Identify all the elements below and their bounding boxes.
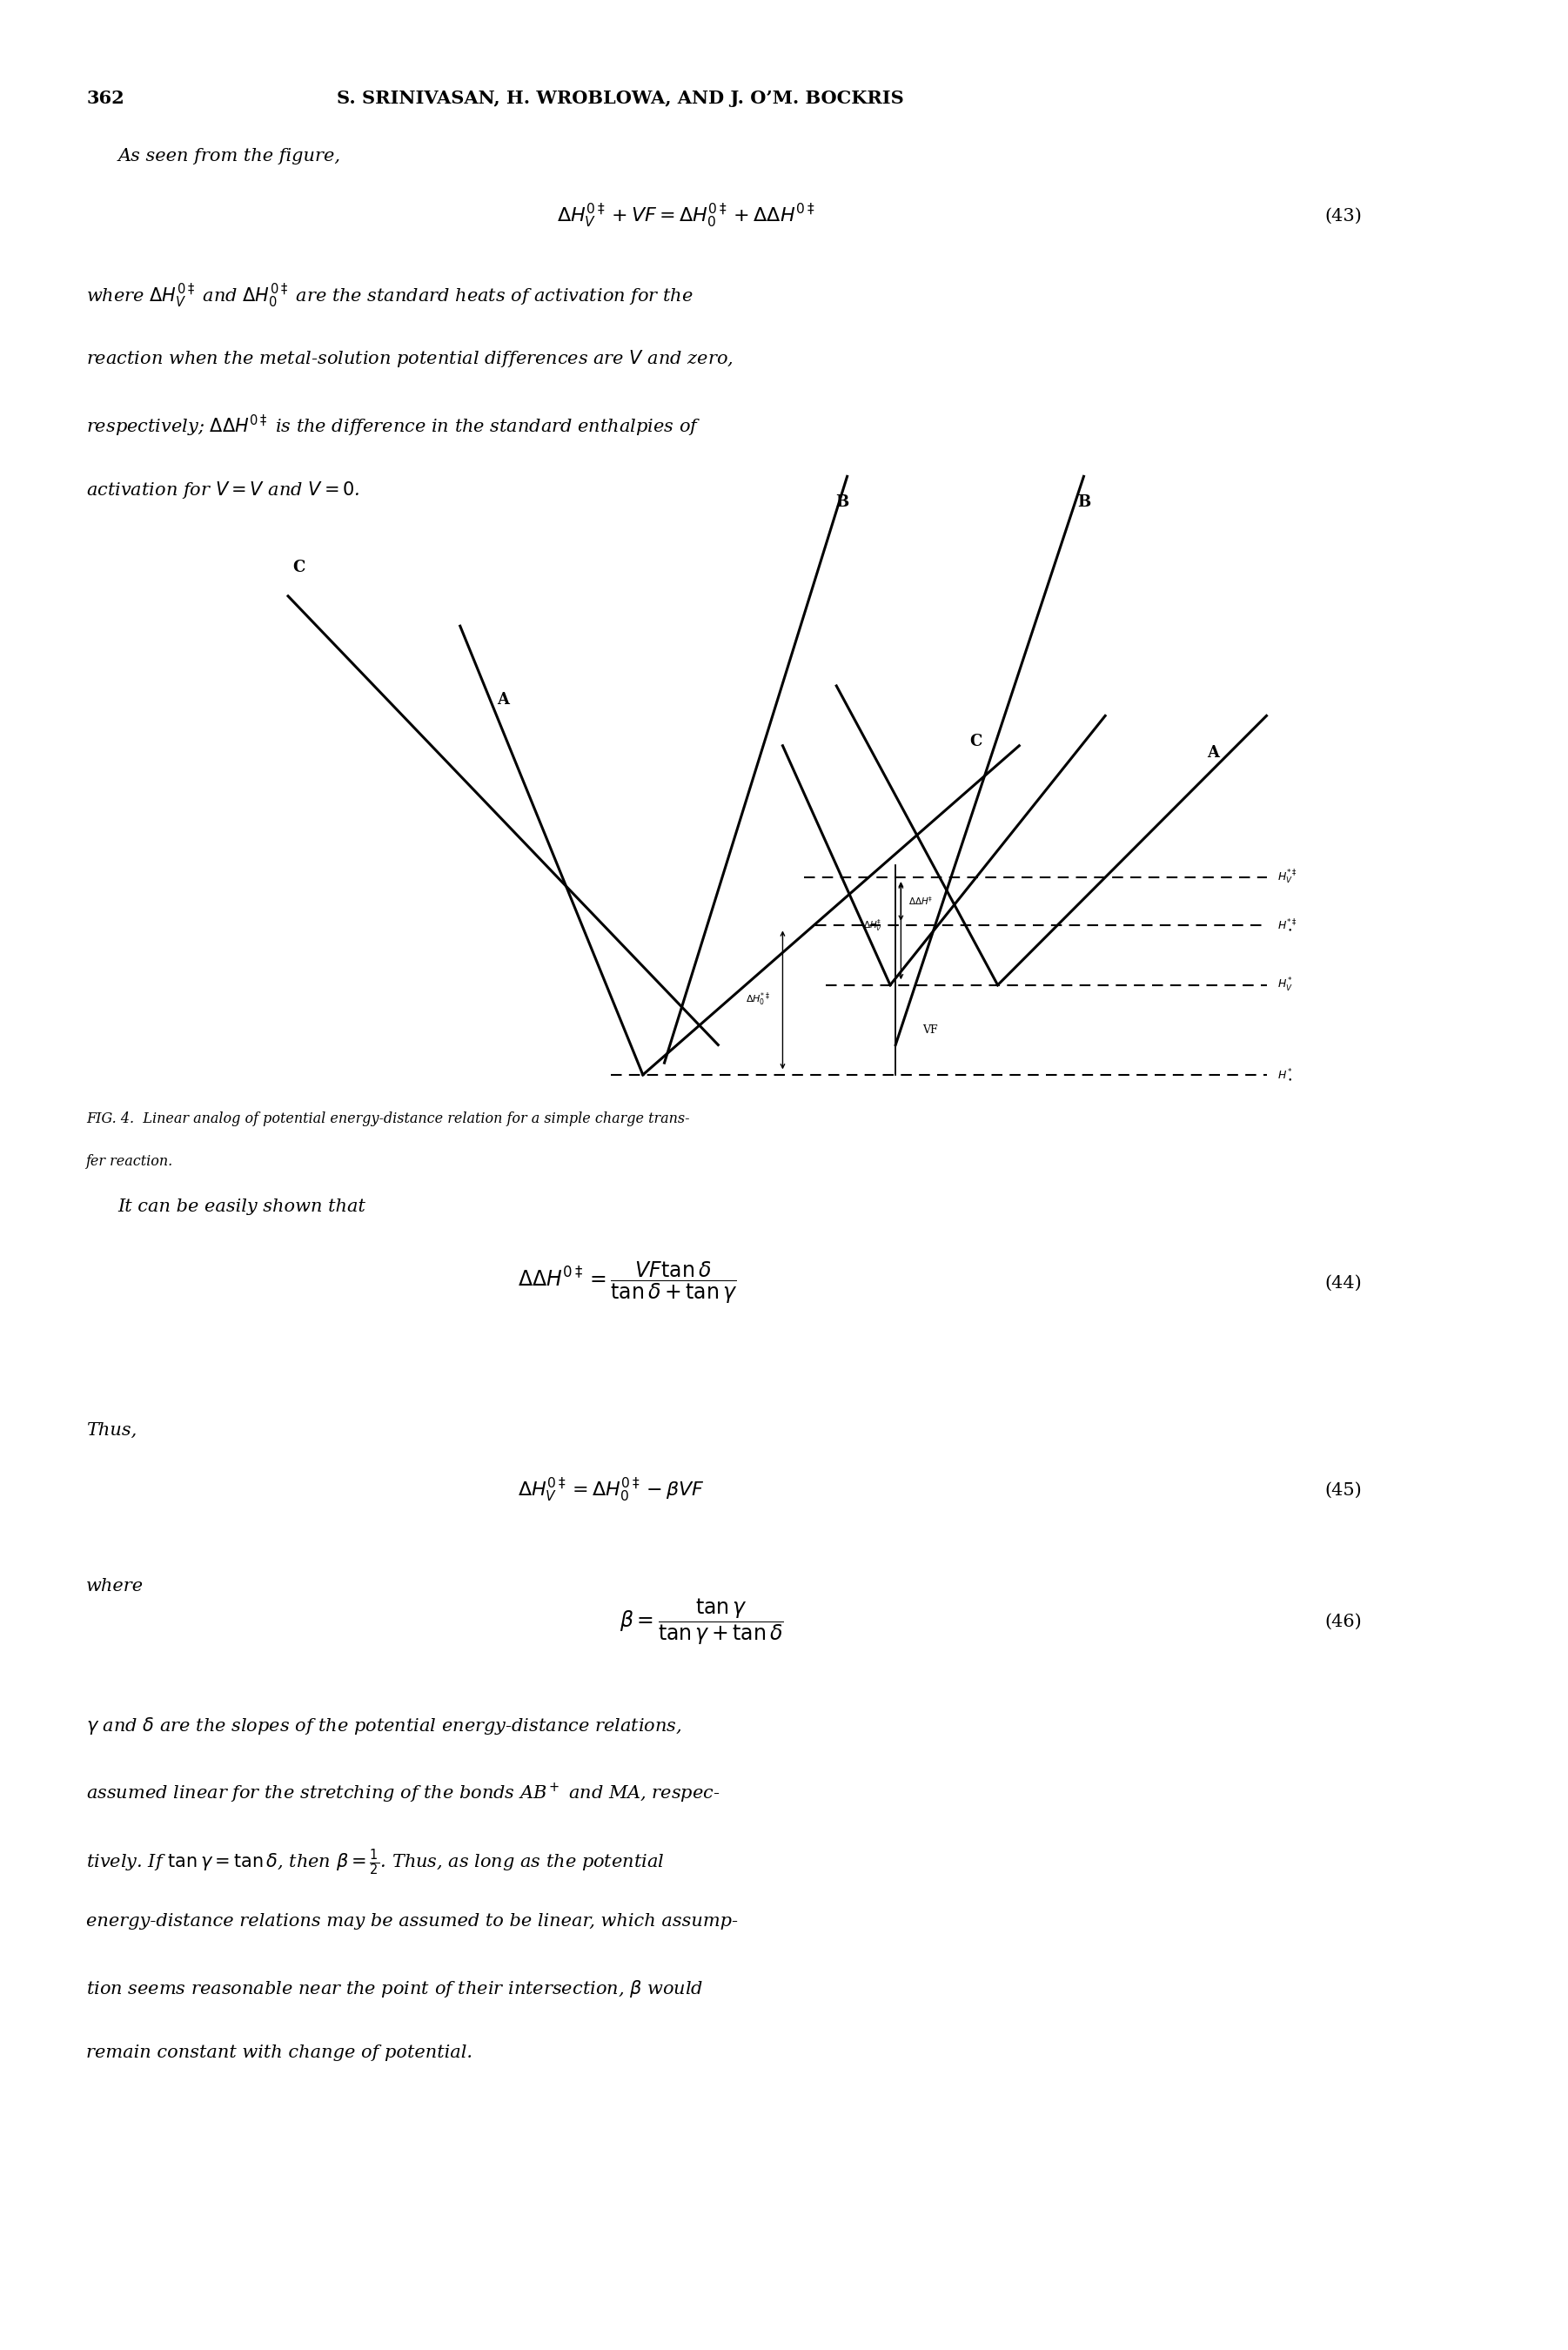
Text: $\Delta\Delta H^{\ddagger}$: $\Delta\Delta H^{\ddagger}$ <box>908 895 933 907</box>
Text: remain constant with change of potential.: remain constant with change of potential… <box>86 2044 472 2061</box>
Text: reaction when the metal-solution potential differences are $V$ and zero,: reaction when the metal-solution potenti… <box>86 348 734 369</box>
Text: $\Delta\Delta H^{0\ddagger} = \dfrac{VF\tan\delta}{\tan\delta + \tan\gamma}$: $\Delta\Delta H^{0\ddagger} = \dfrac{VF\… <box>517 1260 737 1307</box>
Text: $\beta = \dfrac{\tan\gamma}{\tan\gamma + \tan\delta}$: $\beta = \dfrac{\tan\gamma}{\tan\gamma +… <box>619 1596 784 1647</box>
Text: $H_\bullet^{*\ddagger}$: $H_\bullet^{*\ddagger}$ <box>1278 916 1297 933</box>
Text: (43): (43) <box>1325 207 1363 226</box>
Text: $\Delta H_V^{0\ddagger} + VF = \Delta H_0^{0\ddagger} + \Delta\Delta H^{0\ddagge: $\Delta H_V^{0\ddagger} + VF = \Delta H_… <box>557 202 815 230</box>
Text: A: A <box>497 691 510 707</box>
Text: S. SRINIVASAN, H. WROBLOWA, AND J. O’M. BOCKRIS: S. SRINIVASAN, H. WROBLOWA, AND J. O’M. … <box>337 89 905 106</box>
Text: activation for $V = V$ and $V = 0$.: activation for $V = V$ and $V = 0$. <box>86 479 361 501</box>
Text: FIG. 4.  Linear analog of potential energy-distance relation for a simple charge: FIG. 4. Linear analog of potential energ… <box>86 1112 690 1126</box>
Text: As seen from the figure,: As seen from the figure, <box>118 148 340 164</box>
Text: 362: 362 <box>86 89 124 106</box>
Text: C: C <box>293 559 306 576</box>
Text: $H_\bullet^*$: $H_\bullet^*$ <box>1278 1067 1294 1083</box>
Text: $\Delta H_V^{\ddagger}$: $\Delta H_V^{\ddagger}$ <box>864 919 883 933</box>
Text: tion seems reasonable near the point of their intersection, $\beta$ would: tion seems reasonable near the point of … <box>86 1979 704 2000</box>
Text: $H_V^{*\ddagger}$: $H_V^{*\ddagger}$ <box>1278 870 1297 886</box>
Text: A: A <box>1207 745 1218 761</box>
Text: $\Delta H_V^{0\ddagger} = \Delta H_0^{0\ddagger} - \beta VF$: $\Delta H_V^{0\ddagger} = \Delta H_0^{0\… <box>517 1476 704 1504</box>
Text: energy-distance relations may be assumed to be linear, which assump-: energy-distance relations may be assumed… <box>86 1913 739 1929</box>
Text: assumed linear for the stretching of the bonds AB$^+$ and MA, respec-: assumed linear for the stretching of the… <box>86 1781 720 1805</box>
Text: fer reaction.: fer reaction. <box>86 1154 174 1168</box>
Text: where $\Delta H_V^{0\ddagger}$ and $\Delta H_0^{0\ddagger}$ are the standard hea: where $\Delta H_V^{0\ddagger}$ and $\Del… <box>86 282 693 310</box>
Text: $\gamma$ and $\delta$ are the slopes of the potential energy-distance relations,: $\gamma$ and $\delta$ are the slopes of … <box>86 1716 682 1737</box>
Text: (46): (46) <box>1325 1612 1363 1631</box>
Text: respectively; $\Delta\Delta H^{0\ddagger}$ is the difference in the standard ent: respectively; $\Delta\Delta H^{0\ddagger… <box>86 414 701 439</box>
Text: $H_V^*$: $H_V^*$ <box>1278 975 1294 994</box>
Text: B: B <box>836 494 848 510</box>
Text: $\Delta H_0^{*\ddagger}$: $\Delta H_0^{*\ddagger}$ <box>745 992 770 1008</box>
Text: (45): (45) <box>1325 1480 1363 1499</box>
Text: B: B <box>1077 494 1090 510</box>
Text: Thus,: Thus, <box>86 1422 136 1438</box>
Text: C: C <box>971 733 983 750</box>
Text: where: where <box>86 1577 144 1596</box>
Text: tively. If $\tan \gamma = \tan \delta$, then $\beta = \frac{1}{2}$. Thus, as lon: tively. If $\tan \gamma = \tan \delta$, … <box>86 1847 665 1878</box>
Text: It can be easily shown that: It can be easily shown that <box>118 1198 365 1215</box>
Text: VF: VF <box>922 1025 938 1036</box>
Text: (44): (44) <box>1325 1274 1363 1292</box>
